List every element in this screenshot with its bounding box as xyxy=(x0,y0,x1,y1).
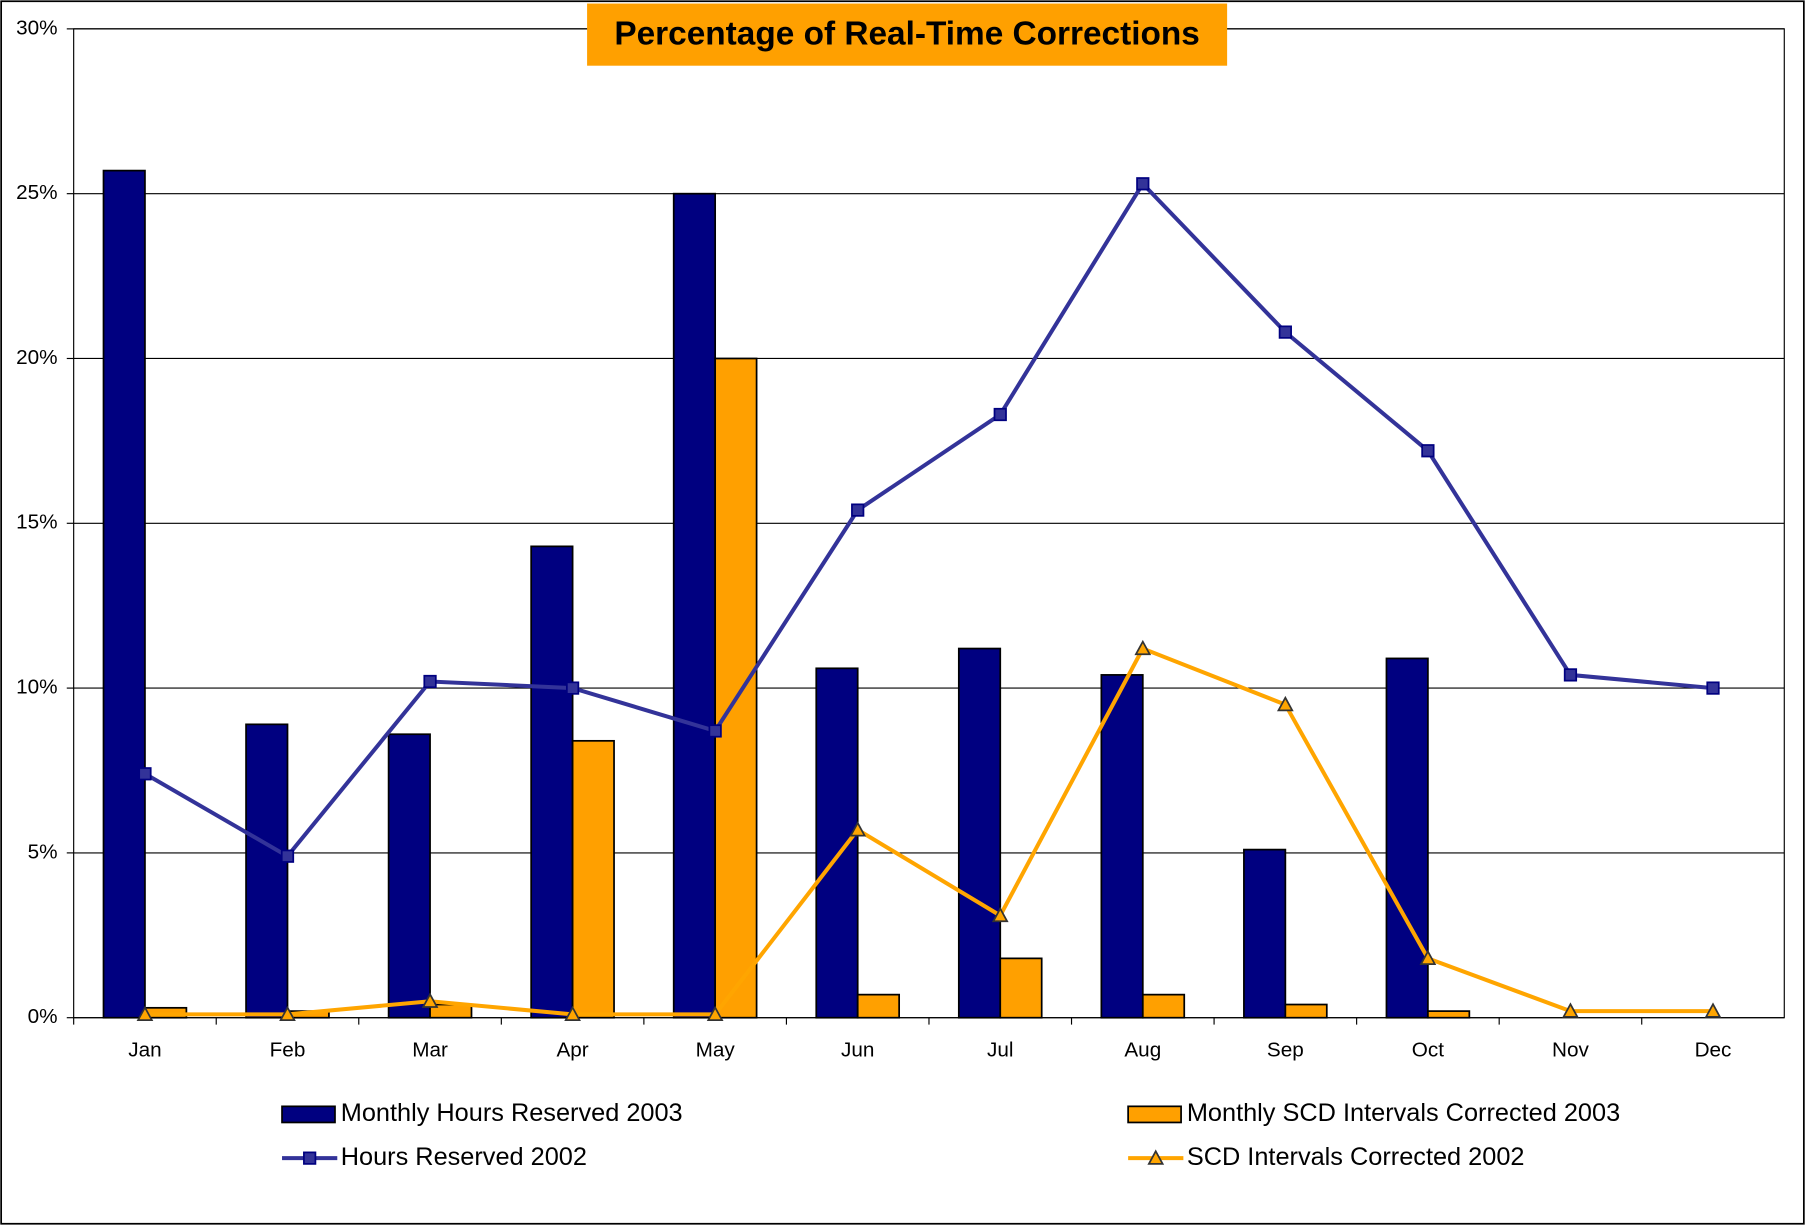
marker xyxy=(1276,695,1294,712)
marker xyxy=(993,407,1007,422)
legend-label: Monthly SCD Intervals Corrected 2003 xyxy=(1187,1099,1620,1127)
x-tick-label: Feb xyxy=(270,1039,306,1062)
x-tick-label: Dec xyxy=(1695,1039,1732,1062)
marker xyxy=(1147,1149,1165,1165)
marker xyxy=(706,1005,724,1022)
x-tick-label: Jun xyxy=(841,1039,874,1062)
title-box xyxy=(587,3,1228,66)
legend-swatch xyxy=(1127,1105,1182,1124)
marker xyxy=(1704,1002,1722,1018)
x-tick-label: Nov xyxy=(1552,1039,1589,1062)
legend: Monthly Hours Reserved 2003 Monthly SCD I… xyxy=(281,1099,1620,1171)
bar xyxy=(957,647,1002,1019)
legend-label: Monthly Hours Reserved 2003 xyxy=(341,1099,683,1127)
y-tick-label: 20% xyxy=(16,346,57,369)
x-tick-label: Sep xyxy=(1267,1039,1304,1062)
x-tick-label: Jul xyxy=(987,1039,1014,1062)
bar xyxy=(245,723,289,1019)
marker xyxy=(421,992,439,1008)
bar xyxy=(999,957,1043,1019)
marks xyxy=(102,169,1722,1022)
chart-title: Percentage of Real-Time Corrections xyxy=(614,16,1199,53)
x-tick-label: May xyxy=(696,1039,736,1062)
y-tick-label: 5% xyxy=(28,840,58,863)
legend-label: Hours Reserved 2002 xyxy=(341,1143,587,1171)
bar xyxy=(1427,1010,1471,1019)
x-tick-label: Mar xyxy=(412,1039,448,1062)
marker xyxy=(136,1005,154,1022)
x-tick-label: Aug xyxy=(1124,1039,1161,1062)
bar xyxy=(714,357,758,1019)
y-tick-label: 10% xyxy=(16,676,57,699)
legend-swatch xyxy=(281,1105,336,1124)
y-tick-label: 30% xyxy=(16,16,57,39)
marker xyxy=(991,906,1009,923)
marker xyxy=(1419,949,1437,965)
marker xyxy=(1134,639,1152,656)
y-tick-label: 0% xyxy=(28,1005,58,1028)
bar xyxy=(530,545,574,1019)
marker xyxy=(1562,1002,1579,1018)
marker xyxy=(849,821,867,837)
marker xyxy=(138,767,152,781)
bar xyxy=(1284,1003,1328,1019)
marker xyxy=(1421,444,1435,458)
bar xyxy=(387,733,431,1019)
marker xyxy=(851,503,865,517)
bar xyxy=(856,993,901,1019)
bar xyxy=(1141,993,1186,1019)
bar xyxy=(1100,674,1144,1019)
marker xyxy=(303,1151,317,1165)
marker xyxy=(279,1005,296,1022)
bar xyxy=(102,169,146,1019)
marker xyxy=(1563,668,1578,682)
y-tick-label: 25% xyxy=(16,181,57,204)
marker xyxy=(565,681,580,695)
line xyxy=(143,180,1714,859)
bar xyxy=(1385,657,1429,1019)
marker xyxy=(1136,177,1150,191)
legend-label: SCD Intervals Corrected 2002 xyxy=(1187,1143,1525,1171)
line xyxy=(144,646,1714,1017)
marker xyxy=(1278,325,1292,339)
marker xyxy=(708,724,722,738)
x-tick-label: Jan xyxy=(128,1039,161,1062)
bar xyxy=(672,192,717,1019)
y-tick-label: 15% xyxy=(16,511,57,534)
bar xyxy=(571,739,615,1019)
x-tick-label: Apr xyxy=(556,1039,588,1062)
marker xyxy=(564,1005,581,1022)
grid: 0% 5% 10% 15% 20% 25% 30% Jan Feb Mar Apr May Jun Jul… xyxy=(16,16,1785,1062)
marker xyxy=(280,849,295,863)
marker xyxy=(423,674,437,689)
x-tick-label: Oct xyxy=(1412,1039,1444,1062)
bar xyxy=(1243,848,1287,1019)
bar xyxy=(815,667,859,1019)
marker xyxy=(1706,681,1720,695)
